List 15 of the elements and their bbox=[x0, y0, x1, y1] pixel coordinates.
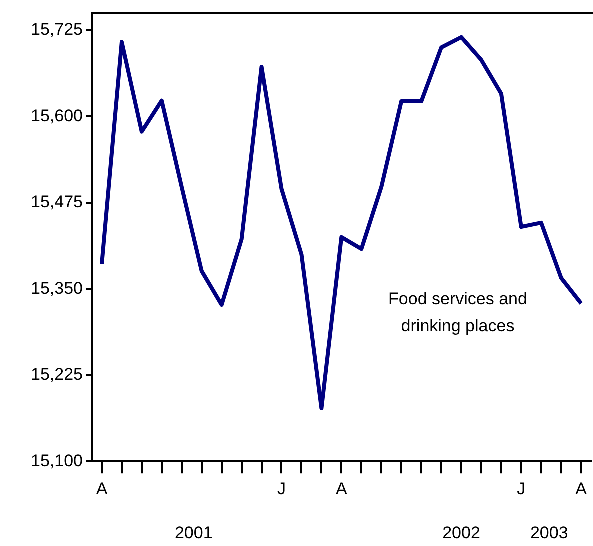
y-tick-label: 15,350 bbox=[31, 278, 83, 298]
x-tick-label: A bbox=[576, 479, 588, 498]
text: 2001 bbox=[174, 523, 213, 542]
x-tick-label: J bbox=[277, 479, 286, 498]
y-tick-label: 15,600 bbox=[31, 106, 83, 126]
y-tick-label: 15,475 bbox=[31, 192, 83, 212]
y-tick-label: 15,725 bbox=[31, 20, 83, 40]
x-tick-label: A bbox=[96, 479, 108, 498]
y-tick-label: 15,225 bbox=[31, 365, 83, 384]
text: 2003 bbox=[530, 523, 568, 542]
x-tick-label: A bbox=[336, 479, 348, 498]
x-tick-label: J bbox=[517, 479, 526, 498]
y-tick-label: 15,100 bbox=[31, 451, 83, 470]
text: 2002 bbox=[442, 523, 480, 542]
text: Food services and drinking places bbox=[388, 290, 528, 336]
